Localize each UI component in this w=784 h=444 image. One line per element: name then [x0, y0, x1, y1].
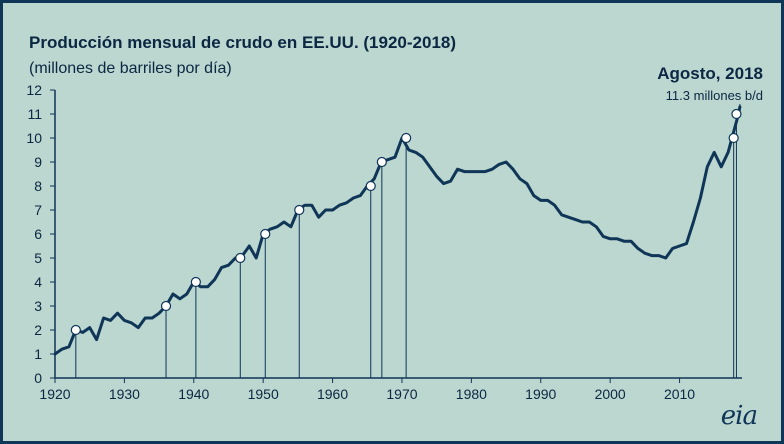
milestone-marker	[731, 108, 742, 120]
x-tick-label: 1980	[456, 386, 487, 402]
milestone-marker	[70, 324, 81, 336]
y-tick-label: 12	[26, 82, 42, 98]
y-tick-label: 0	[34, 370, 42, 386]
x-tick-label: 1940	[178, 386, 209, 402]
y-tick-label: 5	[34, 250, 42, 266]
milestone-marker	[401, 132, 412, 144]
x-tick-label: 1920	[39, 386, 70, 402]
eia-logo: eia	[720, 401, 758, 431]
y-tick-label: 6	[34, 226, 42, 242]
milestone-marker	[160, 300, 172, 312]
y-tick-label: 8	[34, 178, 42, 194]
y-tick-label: 9	[34, 154, 42, 170]
annotation-title: Agosto, 2018	[657, 64, 763, 83]
milestone-marker	[294, 204, 305, 216]
production-line	[53, 105, 742, 356]
y-tick-label: 3	[34, 298, 42, 314]
y-tick-label: 1	[34, 346, 42, 362]
x-tick-label: 1930	[109, 386, 140, 402]
x-tick-label: 2000	[595, 386, 626, 402]
x-tick-label: 1990	[525, 386, 556, 402]
x-tick-label: 2010	[664, 386, 695, 402]
y-tick-label: 7	[34, 202, 42, 218]
milestone-marker	[728, 132, 739, 144]
milestone-marker	[260, 228, 271, 240]
x-tick-label: 1960	[317, 386, 348, 402]
milestone-marker	[190, 276, 201, 288]
y-tick-label: 11	[27, 106, 42, 122]
milestone-marker	[376, 156, 387, 168]
y-tick-label: 2	[34, 322, 42, 338]
chart-title: Producción mensual de crudo en EE.UU. (1…	[29, 33, 457, 52]
y-tick-label: 10	[26, 130, 42, 146]
milestone-marker	[365, 180, 376, 192]
y-tick-label: 4	[34, 274, 42, 290]
annotation-subtitle: 11.3 millones b/d	[665, 88, 763, 103]
x-tick-label: 1950	[248, 386, 279, 402]
milestone-marker	[235, 252, 246, 264]
x-tick-label: 1970	[386, 386, 417, 402]
chart-subtitle: (millones de barriles por día)	[29, 60, 232, 77]
